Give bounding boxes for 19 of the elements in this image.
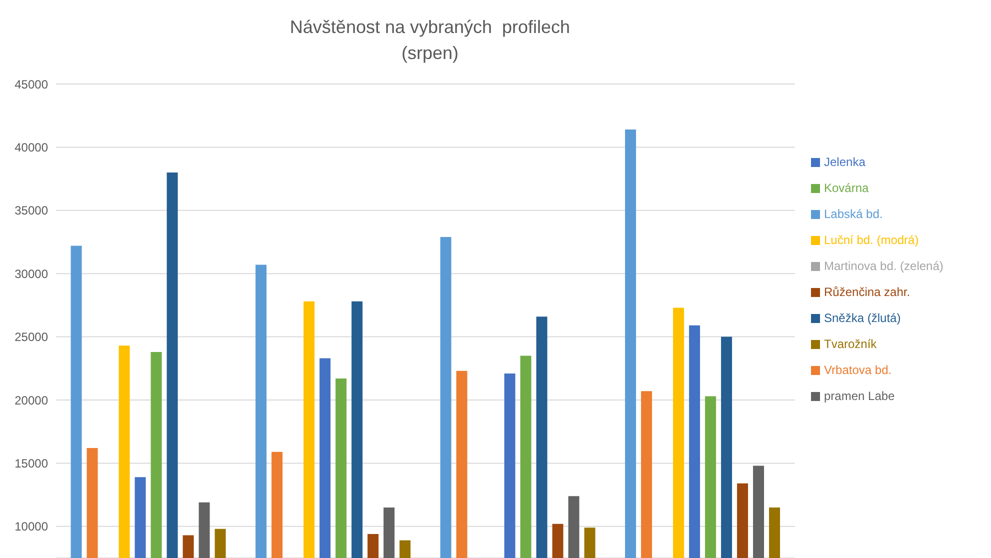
legend-label: Jelenka bbox=[824, 155, 866, 169]
chart-title: Návštěnost na vybraných profilech (srpen) bbox=[288, 16, 572, 65]
legend-label: Sněžka (žlutá) bbox=[824, 311, 901, 325]
y-tick-label: 20000 bbox=[14, 393, 48, 408]
legend-label: Luční bd. (modrá) bbox=[824, 233, 919, 247]
legend-label: pramen Labe bbox=[824, 389, 895, 403]
y-tick-label: 25000 bbox=[14, 330, 48, 344]
y-tick-label: 15000 bbox=[14, 456, 48, 470]
y-tick-label: 45000 bbox=[14, 77, 48, 92]
y-tick-label: 10000 bbox=[14, 520, 48, 534]
y-tick-label: 40000 bbox=[14, 140, 48, 154]
y-tick-label: 30000 bbox=[14, 266, 48, 281]
legend-label: Vrbatova bd. bbox=[824, 363, 892, 377]
legend-label: Růženčina zahr. bbox=[824, 285, 910, 299]
legend-label: Tvarožník bbox=[824, 337, 877, 351]
legend-label: Labská bd. bbox=[824, 207, 883, 221]
legend-label: Martinova bd. (zelená) bbox=[824, 259, 944, 273]
y-tick-label: 35000 bbox=[14, 204, 48, 218]
legend-label: Kovárna bbox=[824, 181, 869, 195]
